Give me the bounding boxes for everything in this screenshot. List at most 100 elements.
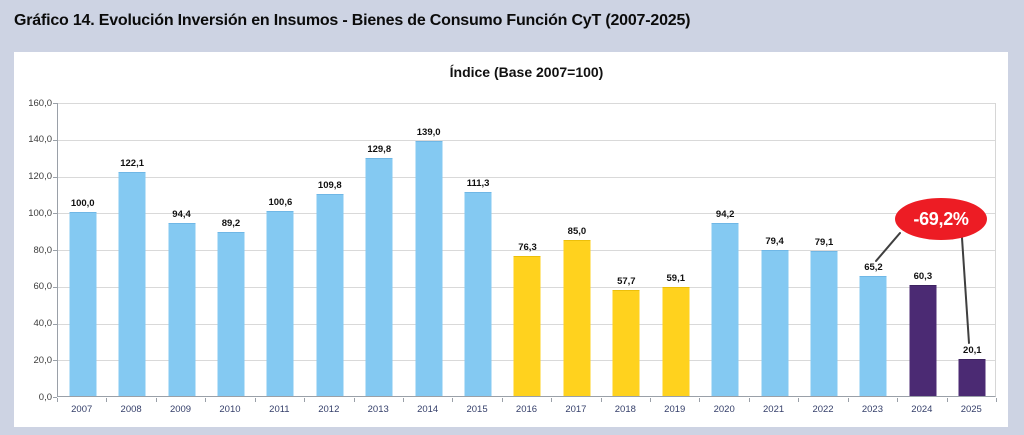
bar-2011 (266, 211, 294, 396)
bar-slot-2012: 109,8 (305, 103, 354, 396)
x-tick-mark (254, 398, 256, 402)
x-tick-mark (798, 398, 800, 402)
x-tick-mark (748, 398, 750, 402)
gridline-80 (58, 250, 995, 251)
bar-2012 (316, 194, 344, 396)
x-tick-label-2023: 2023 (861, 404, 883, 415)
x-tick-mark (106, 398, 108, 402)
bar-2019 (662, 287, 690, 396)
bar-2017 (563, 239, 591, 396)
x-tick-mark (353, 398, 355, 402)
bar-slot-2022: 79,1 (799, 103, 848, 396)
bar-value-label-2011: 100,6 (268, 197, 293, 209)
bar-2025 (958, 359, 986, 396)
bar-value-label-2025: 20,1 (963, 345, 982, 357)
bar-slot-2019: 59,1 (651, 103, 700, 396)
bar-2015 (464, 191, 492, 396)
x-tick-mark (699, 398, 701, 402)
x-tick-mark (452, 398, 454, 402)
bar-slot-2020: 94,2 (700, 103, 749, 396)
gridline-120 (58, 176, 995, 178)
bar-slot-2011: 100,6 (256, 103, 305, 396)
bar-slot-2009: 94,4 (157, 103, 206, 396)
x-tick-label-2017: 2017 (565, 404, 587, 415)
bar-slot-2014: 139,0 (404, 103, 453, 396)
bar-2009 (168, 222, 196, 396)
bar-slot-2008: 122,1 (107, 103, 156, 396)
y-tick-label-140: 140,0 (28, 134, 52, 146)
bar-value-label-2018: 57,7 (617, 275, 636, 287)
bar-2010 (217, 232, 245, 396)
x-tick-label-2024: 2024 (911, 404, 933, 415)
y-tick-label-40: 40,0 (33, 318, 53, 329)
x-tick-label-2008: 2008 (120, 404, 142, 415)
x-tick-label-2009: 2009 (169, 404, 192, 415)
x-tick-label-2025: 2025 (960, 404, 982, 415)
gridline-140 (58, 139, 995, 141)
bar-slot-2007: 100,0 (58, 103, 107, 396)
bar-2016 (513, 255, 541, 396)
bar-slot-2025: 20,1 (948, 103, 997, 396)
bar-slot-2013: 129,8 (355, 103, 404, 396)
x-tick-mark (501, 398, 503, 402)
y-tick-mark (53, 323, 57, 325)
bar-2020 (711, 222, 739, 396)
x-tick-mark (650, 398, 652, 402)
bar-slot-2023: 65,2 (849, 103, 898, 396)
bar-2022 (810, 250, 838, 396)
x-tick-mark (996, 398, 997, 402)
bar-2018 (612, 289, 640, 396)
y-tick-label-160: 160,0 (28, 97, 52, 109)
bar-2023 (859, 276, 887, 396)
x-tick-mark (551, 398, 553, 402)
x-tick-mark (897, 398, 899, 402)
annotation-ellipse: -69,2% (895, 198, 987, 240)
x-tick-label-2011: 2011 (269, 404, 290, 415)
bar-value-label-2022: 79,1 (814, 236, 834, 248)
bar-value-label-2016: 76,3 (518, 241, 537, 253)
x-tick-mark (304, 398, 306, 402)
bar-slot-2017: 85,0 (552, 103, 601, 396)
x-tick-mark (600, 398, 602, 402)
y-tick-label-80: 80,0 (33, 244, 53, 256)
x-tick-label-2012: 2012 (318, 404, 340, 415)
x-tick-label-2020: 2020 (713, 404, 735, 415)
y-tick-mark (53, 176, 57, 178)
x-tick-label-2014: 2014 (417, 404, 439, 415)
y-tick-mark (53, 286, 57, 288)
bar-value-label-2009: 94,4 (172, 208, 191, 220)
bar-value-label-2012: 109,8 (317, 180, 342, 192)
bar-2014 (415, 140, 443, 396)
x-tick-label-2016: 2016 (515, 404, 538, 415)
bar-slot-2024: 60,3 (898, 103, 947, 396)
y-tick-mark (53, 213, 57, 215)
y-tick-label-100: 100,0 (28, 207, 52, 219)
x-tick-mark (57, 398, 58, 402)
y-tick-mark (53, 250, 57, 251)
x-tick-label-2021: 2021 (763, 404, 785, 415)
bar-value-label-2021: 79,4 (765, 236, 784, 248)
bar-value-label-2007: 100,0 (70, 198, 95, 210)
bar-value-label-2008: 122,1 (120, 157, 144, 169)
bar-2021 (761, 250, 789, 396)
bar-2024 (909, 285, 937, 396)
gridline-160 (58, 103, 995, 104)
y-tick-label-20: 20,0 (33, 354, 53, 366)
y-tick-label-0: 0,0 (38, 391, 52, 403)
bar-2013 (365, 157, 393, 396)
x-tick-label-2007: 2007 (71, 404, 93, 415)
x-tick-label-2019: 2019 (664, 404, 686, 415)
bar-value-label-2024: 60,3 (913, 271, 933, 283)
x-tick-label-2013: 2013 (367, 404, 389, 415)
x-tick-mark (205, 398, 207, 402)
x-tick-mark (946, 398, 948, 402)
bar-value-label-2017: 85,0 (567, 225, 587, 237)
page-title: Gráfico 14. Evolución Inversión en Insum… (14, 12, 691, 29)
plot-area: 100,0 122,1 94,4 89,2 100,6 109,8 129,8 139,0 11… (57, 103, 996, 397)
bar-slot-2021: 79,4 (750, 103, 799, 396)
y-tick-label-120: 120,0 (28, 171, 52, 182)
gridline-100 (58, 213, 995, 215)
bar-slot-2010: 89,2 (206, 103, 255, 396)
bar-2008 (118, 171, 146, 396)
